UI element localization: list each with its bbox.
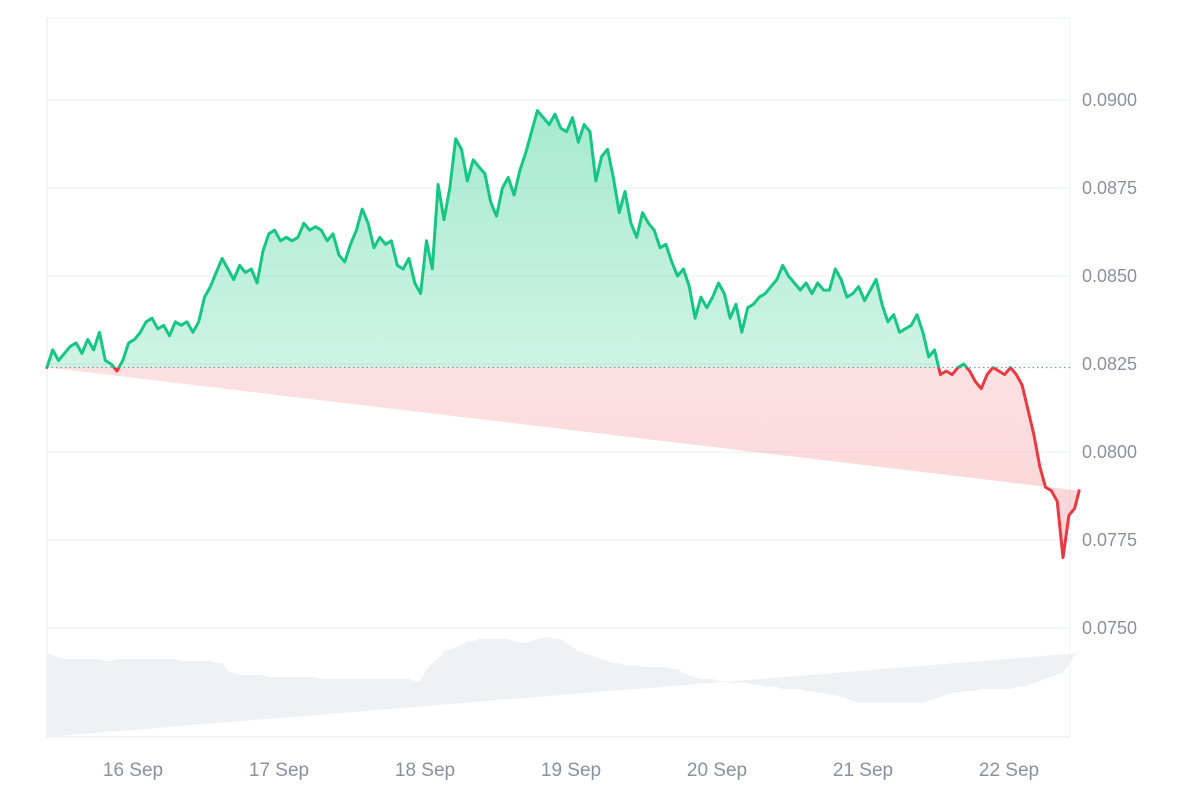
y-tick-label: 0.0900	[1082, 90, 1137, 110]
y-tick-label: 0.0825	[1082, 354, 1137, 374]
y-tick-label: 0.0875	[1082, 178, 1137, 198]
x-tick-label: 18 Sep	[395, 760, 455, 781]
y-tick-label: 0.0800	[1082, 442, 1137, 462]
x-tick-label: 19 Sep	[541, 760, 601, 781]
y-tick-label: 0.0750	[1082, 618, 1137, 638]
x-tick-label: 22 Sep	[979, 760, 1039, 781]
x-tick-label: 17 Sep	[249, 760, 309, 781]
area-fill-above-baseline	[46, 110, 1011, 368]
x-tick-label: 16 Sep	[103, 760, 163, 781]
x-tick-label: 20 Sep	[687, 760, 747, 781]
x-tick-label: 21 Sep	[833, 760, 893, 781]
volume-area	[46, 637, 1080, 737]
price-line-above-baseline	[45, 109, 1013, 368]
area-fill-below-baseline	[47, 367, 1080, 558]
y-tick-label: 0.0775	[1082, 530, 1137, 550]
y-tick-label: 0.0850	[1082, 266, 1137, 286]
